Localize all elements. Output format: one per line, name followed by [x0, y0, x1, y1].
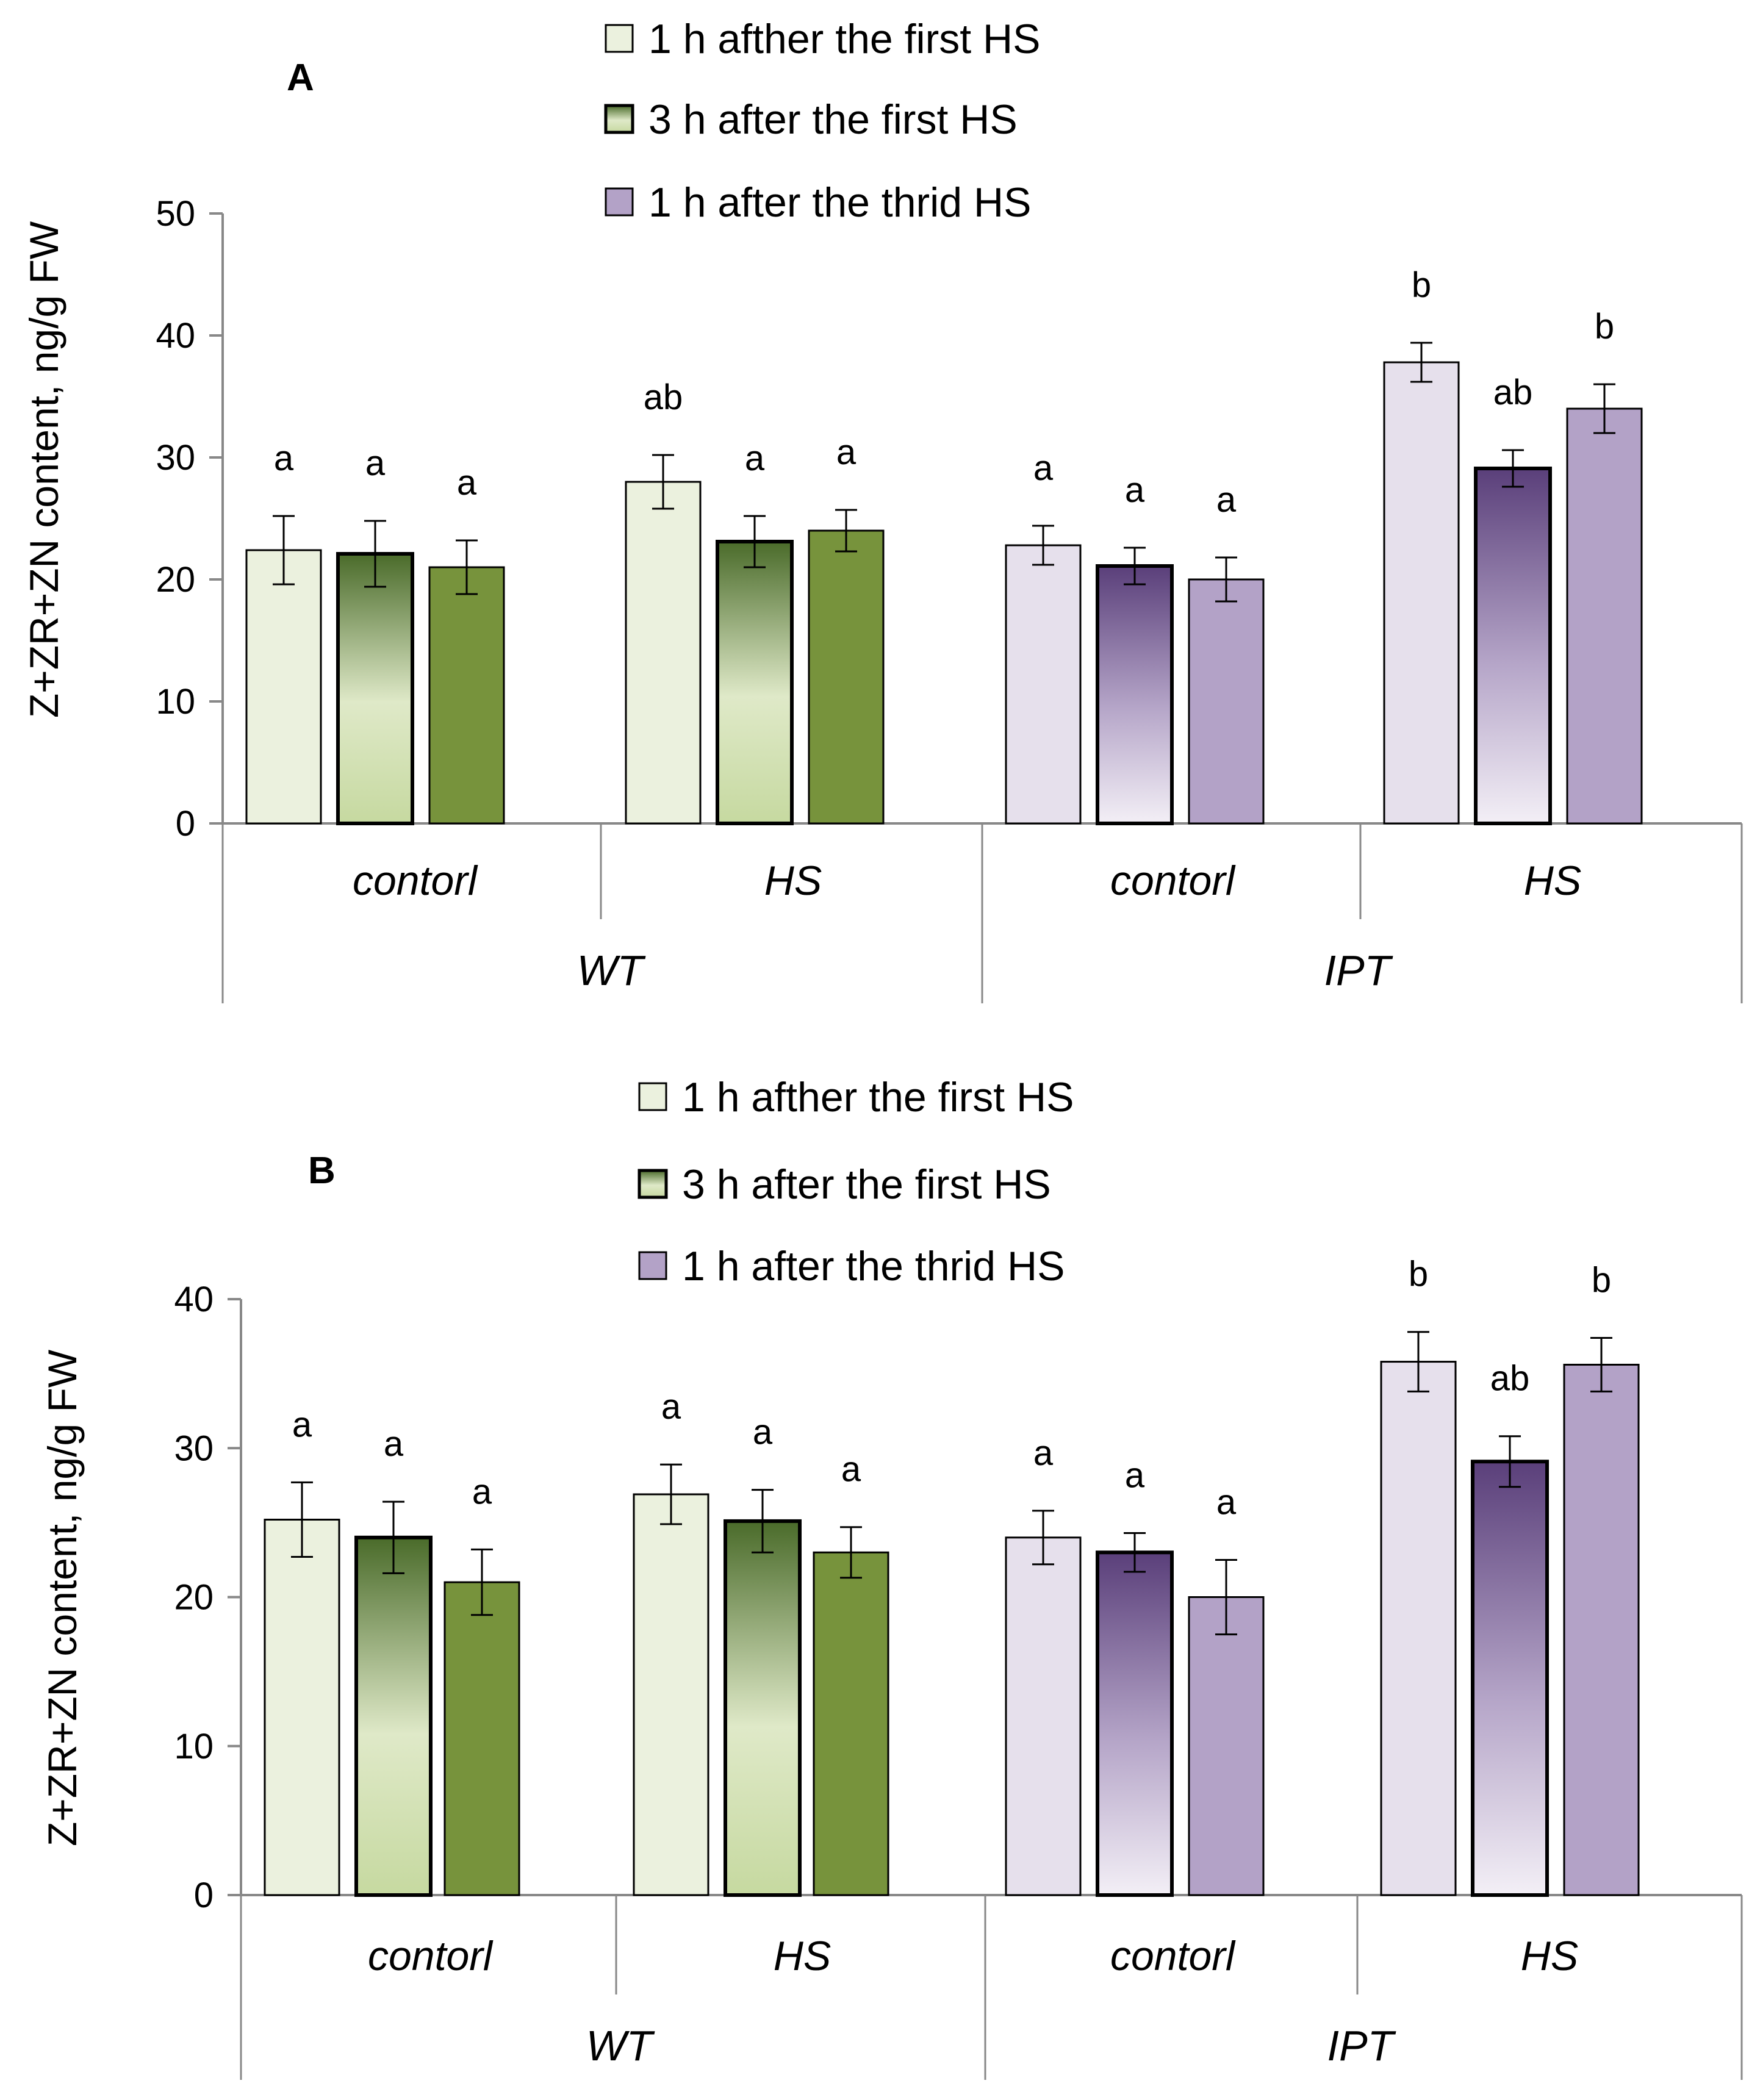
significance-letter: a — [753, 1413, 773, 1452]
legend-swatch — [638, 1082, 667, 1111]
y-tick-label: 0 — [176, 804, 195, 844]
bar — [336, 552, 414, 825]
x-category-label: HS — [1521, 1933, 1578, 1979]
x-category-label: HS — [764, 858, 822, 904]
y-axis-title: Z+ZR+ZN content, ng/g FW — [40, 1349, 85, 1846]
x-group-label: IPT — [1327, 2022, 1396, 2070]
bar — [444, 1581, 520, 1896]
y-tick-label: 30 — [156, 438, 195, 478]
x-group-label: IPT — [1324, 947, 1393, 994]
bar — [264, 1518, 340, 1896]
bar — [1383, 361, 1460, 825]
bar — [808, 529, 885, 825]
y-tick-label: 30 — [174, 1428, 214, 1468]
x-group-label: WT — [586, 2022, 655, 2070]
legend-swatch — [637, 1169, 668, 1199]
x-category-label: contorl — [1110, 1933, 1236, 1979]
bar — [245, 549, 322, 825]
legend-label: 1 h after the thrid HS — [682, 1243, 1065, 1289]
legend-swatch — [638, 1251, 667, 1280]
bar — [1005, 1536, 1082, 1896]
significance-letter: a — [1033, 1433, 1054, 1473]
significance-letter: a — [457, 463, 477, 503]
x-group-label: WT — [577, 947, 646, 994]
x-category-label: contorl — [1110, 858, 1236, 904]
significance-letter: a — [384, 1424, 404, 1464]
significance-letter: ab — [1493, 373, 1533, 412]
bar — [354, 1535, 433, 1898]
bar — [625, 481, 702, 825]
significance-letter: a — [274, 439, 294, 478]
significance-letter: a — [472, 1472, 492, 1511]
bar — [813, 1551, 889, 1896]
y-tick-label: 20 — [156, 560, 195, 600]
significance-letter: b — [1409, 1255, 1428, 1294]
y-tick-label: 40 — [156, 316, 195, 356]
significance-letter: a — [1216, 480, 1237, 520]
bar — [1096, 564, 1174, 825]
significance-letter: b — [1412, 265, 1431, 305]
y-tick-label: 10 — [156, 682, 195, 722]
y-tick-label: 10 — [174, 1727, 214, 1766]
bar — [1005, 544, 1082, 825]
significance-letter: ab — [644, 378, 683, 417]
x-category-label: HS — [1524, 858, 1581, 904]
y-axis-title: Z+ZR+ZN content, ng/g FW — [21, 221, 66, 718]
x-category-label: contorl — [353, 858, 478, 904]
y-tick-label: 0 — [194, 1876, 214, 1915]
legend-label: 1 h afther the first HS — [648, 16, 1041, 62]
bar — [716, 540, 794, 825]
significance-letter: a — [292, 1405, 312, 1444]
bar — [724, 1519, 802, 1898]
legend-label: 3 h after the first HS — [648, 96, 1018, 143]
significance-letter: a — [365, 443, 386, 483]
panel-label: B — [308, 1150, 336, 1192]
significance-letter: a — [836, 432, 857, 472]
bar — [1380, 1361, 1457, 1896]
bar — [1566, 407, 1643, 825]
significance-letter: a — [1125, 1455, 1145, 1495]
legend-swatch — [605, 24, 634, 53]
panel-label: A — [287, 57, 314, 99]
bar — [633, 1493, 709, 1896]
bar — [1563, 1363, 1640, 1896]
bar — [1471, 1460, 1549, 1897]
significance-letter: a — [841, 1450, 861, 1489]
legend-swatch — [604, 104, 634, 134]
legend-swatch — [605, 187, 634, 217]
legend-label: 1 h afther the first HS — [682, 1074, 1074, 1120]
x-category-label: HS — [774, 1933, 831, 1979]
bar — [1474, 467, 1552, 825]
significance-letter: a — [661, 1387, 681, 1427]
y-tick-label: 40 — [174, 1280, 214, 1319]
legend-label: 1 h after the thrid HS — [648, 179, 1031, 226]
y-tick-label: 50 — [156, 194, 195, 234]
significance-letter: b — [1595, 307, 1614, 346]
significance-letter: ab — [1490, 1359, 1530, 1399]
bar — [1096, 1550, 1174, 1898]
bar — [1188, 1596, 1265, 1896]
significance-letter: a — [1216, 1482, 1237, 1522]
bar — [1188, 578, 1265, 825]
x-category-label: contorl — [368, 1933, 494, 1979]
legend-label: 3 h after the first HS — [682, 1161, 1051, 1208]
y-tick-label: 20 — [174, 1578, 214, 1618]
significance-letter: b — [1592, 1261, 1611, 1300]
bar — [428, 566, 505, 825]
significance-letter: a — [745, 439, 765, 478]
significance-letter: a — [1033, 448, 1054, 488]
significance-letter: a — [1125, 470, 1145, 510]
